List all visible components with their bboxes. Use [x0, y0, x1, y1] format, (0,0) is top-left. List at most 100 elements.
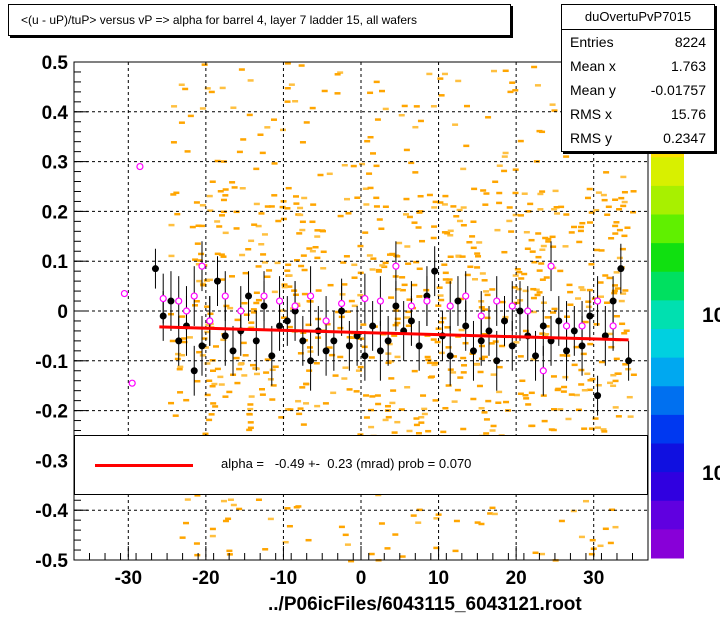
histogram-cell	[452, 123, 459, 126]
histogram-cell	[528, 391, 535, 395]
histogram-cell	[525, 210, 532, 213]
histogram-cell	[183, 398, 190, 402]
histogram-cell	[344, 543, 351, 546]
histogram-cell	[309, 106, 316, 110]
histogram-cell	[214, 252, 221, 256]
histogram-cell	[360, 323, 367, 326]
histogram-cell	[522, 329, 529, 333]
histogram-cell	[587, 342, 594, 346]
y-tick-label: -0.4	[35, 501, 68, 522]
histogram-cell	[247, 421, 254, 424]
histogram-cell	[537, 192, 544, 196]
histogram-cell	[482, 203, 489, 206]
histogram-cell	[548, 428, 555, 431]
histogram-cell	[205, 323, 212, 326]
histogram-cell	[539, 248, 546, 251]
histogram-cell	[326, 172, 333, 176]
stats-value: 0.2347	[663, 130, 706, 146]
histogram-cell	[511, 286, 518, 289]
histogram-cell	[622, 289, 629, 292]
histogram-cell	[459, 255, 466, 258]
histogram-cell	[551, 109, 558, 112]
data-point-black	[361, 352, 369, 360]
histogram-cell	[496, 191, 503, 195]
histogram-cell	[202, 432, 209, 436]
histogram-cell	[368, 552, 375, 556]
histogram-cell	[241, 374, 248, 377]
histogram-cell	[496, 201, 503, 205]
data-point-black	[345, 342, 353, 350]
histogram-cell	[169, 339, 176, 343]
histogram-cell	[248, 321, 255, 324]
histogram-cell	[543, 276, 550, 279]
histogram-cell	[553, 206, 560, 209]
histogram-cell	[490, 373, 497, 376]
histogram-cell	[616, 228, 623, 232]
y-tick-label: 0.3	[42, 153, 68, 174]
histogram-cell	[523, 230, 530, 234]
histogram-cell	[527, 202, 534, 206]
histogram-cell	[585, 305, 592, 309]
histogram-cell	[415, 431, 422, 435]
histogram-cell	[565, 417, 572, 421]
histogram-cell	[417, 194, 424, 198]
histogram-cell	[426, 361, 433, 365]
histogram-cell	[606, 276, 613, 280]
histogram-cell	[255, 498, 262, 502]
histogram-cell	[367, 186, 374, 190]
histogram-cell	[568, 393, 575, 396]
histogram-cell	[379, 264, 386, 267]
histogram-cell	[440, 430, 447, 434]
histogram-cell	[214, 367, 221, 371]
histogram-cell	[483, 432, 490, 435]
histogram-cell	[613, 357, 620, 361]
data-point-magenta	[462, 292, 470, 300]
histogram-cell	[391, 334, 398, 337]
histogram-cell	[530, 310, 537, 314]
histogram-cell	[268, 205, 275, 208]
histogram-cell	[392, 533, 399, 536]
histogram-cell	[477, 370, 484, 374]
stats-label: RMS y	[570, 130, 612, 146]
histogram-cell	[225, 517, 232, 521]
histogram-cell	[501, 250, 508, 254]
histogram-cell	[248, 395, 255, 398]
histogram-cell	[595, 426, 602, 429]
stats-label: Mean y	[570, 82, 616, 98]
histogram-cell	[315, 289, 322, 292]
palette-segment	[651, 300, 684, 330]
histogram-cell	[299, 228, 306, 232]
histogram-cell	[423, 288, 430, 292]
histogram-cell	[431, 206, 438, 209]
histogram-cell	[624, 226, 631, 229]
histogram-cell	[292, 100, 299, 103]
data-point-black	[532, 352, 540, 360]
histogram-cell	[170, 141, 177, 144]
histogram-cell	[177, 391, 184, 394]
palette-segment	[651, 157, 684, 187]
histogram-cell	[474, 252, 481, 255]
histogram-cell	[444, 326, 451, 329]
histogram-cell	[453, 519, 460, 523]
palette-label: 10	[702, 462, 720, 485]
histogram-cell	[438, 94, 445, 97]
histogram-cell	[450, 371, 457, 374]
histogram-cell	[204, 305, 211, 308]
histogram-cell	[306, 369, 313, 372]
data-point-black	[268, 352, 276, 360]
histogram-cell	[478, 357, 485, 360]
histogram-cell	[589, 377, 596, 381]
histogram-cell	[222, 188, 229, 191]
histogram-cell	[198, 224, 205, 228]
histogram-cell	[614, 287, 621, 290]
data-point-black	[214, 277, 221, 285]
histogram-cell	[441, 72, 448, 76]
histogram-cell	[611, 284, 618, 287]
histogram-cell	[620, 204, 627, 208]
histogram-cell	[579, 221, 586, 225]
histogram-cell	[621, 200, 628, 204]
histogram-cell	[394, 355, 401, 359]
histogram-cell	[363, 394, 370, 397]
histogram-cell	[532, 551, 539, 555]
histogram-cell	[341, 163, 348, 167]
